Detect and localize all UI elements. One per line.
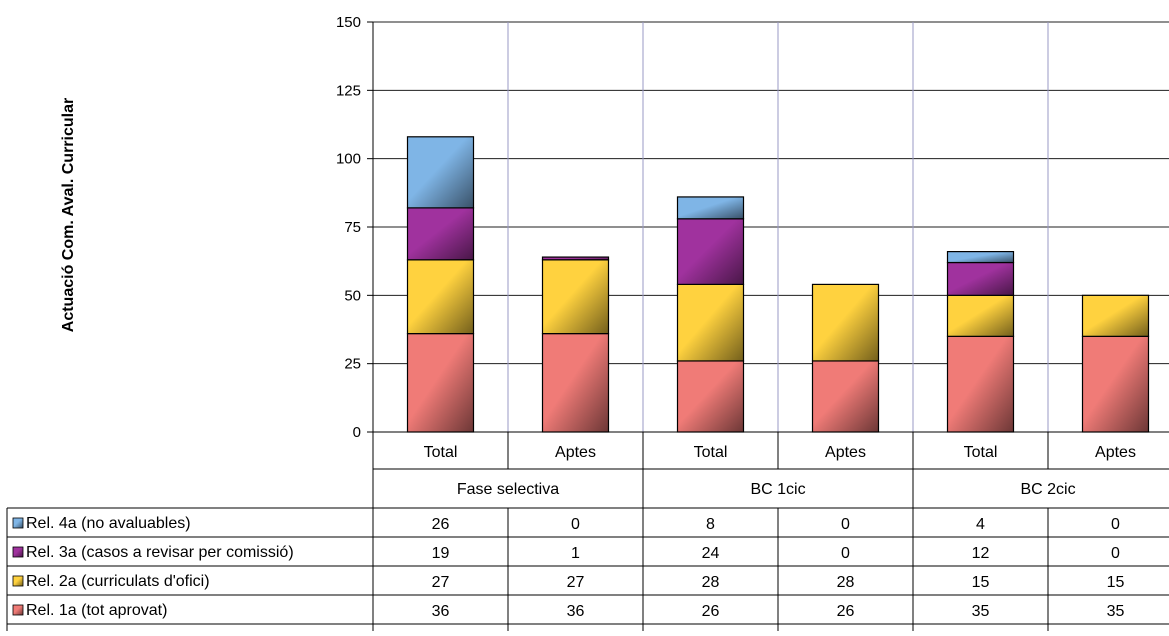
- bar-rel-3a-col-3: [676, 218, 745, 286]
- bar-rel-1a-col-1: [406, 333, 475, 433]
- legend-swatch-rel-2a: [12, 575, 24, 587]
- table-cell-rel-4a-col-3: 8: [706, 516, 715, 533]
- bar-rel-2a-col-6: [1081, 294, 1150, 337]
- legend-swatch-rel-4a: [12, 517, 24, 529]
- legend-label-rel-4a: Rel. 4a (no avaluables): [26, 515, 191, 532]
- y-tick-label-125: 125: [336, 82, 361, 99]
- group-label-bc-1cic: BC 1cic: [750, 481, 805, 498]
- bar-rel-1a-col-3: [676, 360, 745, 433]
- bar-rel-3a-col-1: [406, 207, 475, 261]
- table-cell-rel-3a-col-1: 19: [432, 545, 450, 562]
- table-cell-rel-2a-col-3: 28: [702, 574, 720, 591]
- y-axis-label: Actuació Com. Aval. Curricular: [60, 98, 77, 332]
- table-cell-rel-3a-col-3: 24: [702, 545, 720, 562]
- table-cell-rel-1a-col-3: 26: [702, 603, 720, 620]
- table-cell-rel-2a-col-5: 15: [972, 574, 990, 591]
- bar-rel-4a-col-3: [676, 196, 745, 220]
- bar-rel-1a-col-2: [541, 333, 610, 433]
- category-label-4: Aptes: [825, 444, 866, 461]
- table-cell-rel-1a-col-2: 36: [567, 603, 585, 620]
- bar-rel-2a-col-1: [406, 259, 475, 335]
- bar-rel-1a-col-6: [1081, 335, 1150, 433]
- bar-rel-3a-col-2: [541, 256, 610, 261]
- legend-label-rel-1a: Rel. 1a (tot aprovat): [26, 602, 167, 619]
- category-label-2: Aptes: [555, 444, 596, 461]
- group-label-fase-selectiva: Fase selectiva: [457, 481, 559, 498]
- table-cell-rel-1a-col-6: 35: [1107, 603, 1125, 620]
- table-cell-rel-2a-col-6: 15: [1107, 574, 1125, 591]
- category-label-3: Total: [694, 444, 728, 461]
- bar-rel-4a-col-1: [406, 136, 475, 209]
- y-tick-label-0: 0: [353, 424, 361, 441]
- y-tick-label-75: 75: [344, 219, 361, 236]
- legend-swatch-rel-3a: [12, 546, 24, 558]
- legend-label-rel-3a: Rel. 3a (casos a revisar per comissió): [26, 544, 294, 561]
- category-label-5: Total: [964, 444, 998, 461]
- table-cell-rel-2a-col-1: 27: [432, 574, 450, 591]
- table-cell-rel-3a-col-6: 0: [1111, 545, 1120, 562]
- bar-rel-2a-col-2: [541, 259, 610, 335]
- bar-rel-1a-col-4: [811, 360, 880, 433]
- table-cell-rel-1a-col-5: 35: [972, 603, 990, 620]
- bars: [406, 136, 1150, 433]
- table-cell-rel-2a-col-2: 27: [567, 574, 585, 591]
- bar-rel-2a-col-3: [676, 283, 745, 362]
- table-cell-rel-3a-col-4: 0: [841, 545, 850, 562]
- legend-label-rel-2a: Rel. 2a (curriculats d'ofici): [26, 573, 210, 590]
- y-tick-label-150: 150: [336, 14, 361, 31]
- table-cell-rel-4a-col-6: 0: [1111, 516, 1120, 533]
- table-cell-rel-2a-col-4: 28: [837, 574, 855, 591]
- axes: 0 25 50 75 100 125 150: [336, 14, 374, 441]
- category-label-6: Aptes: [1095, 444, 1136, 461]
- table-cell-rel-4a-col-2: 0: [571, 516, 580, 533]
- bar-rel-2a-col-5: [946, 294, 1015, 337]
- bar-rel-2a-col-4: [811, 283, 880, 362]
- group-label-bc-2cic: BC 2cic: [1020, 481, 1075, 498]
- table-cell-rel-4a-col-5: 4: [976, 516, 985, 533]
- table-cell-rel-3a-col-2: 1: [571, 545, 580, 562]
- table-cell-rel-3a-col-5: 12: [972, 545, 990, 562]
- data-table: Total Aptes Total Aptes Total Aptes Fase selec…: [6, 431, 1169, 631]
- y-tick-label-100: 100: [336, 151, 361, 168]
- table-cell-rel-1a-col-4: 26: [837, 603, 855, 620]
- y-tick-label-25: 25: [344, 356, 361, 373]
- bar-rel-4a-col-5: [946, 251, 1015, 264]
- category-label-1: Total: [424, 444, 458, 461]
- table-cell-rel-4a-col-4: 0: [841, 516, 850, 533]
- bar-rel-3a-col-5: [946, 261, 1015, 296]
- bar-rel-1a-col-5: [946, 335, 1015, 433]
- table-cell-rel-4a-col-1: 26: [432, 516, 450, 533]
- y-tick-label-50: 50: [344, 287, 361, 304]
- grid-lines: [373, 21, 1169, 433]
- table-cell-rel-1a-col-1: 36: [432, 603, 450, 620]
- legend-swatch-rel-1a: [12, 604, 24, 616]
